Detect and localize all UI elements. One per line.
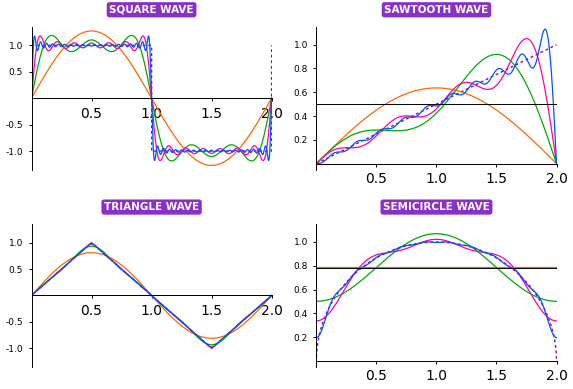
Text: x
L: x L — [0, 388, 1, 389]
Text: TRIANGLE WAVE: TRIANGLE WAVE — [104, 202, 199, 212]
Text: SAWTOOTH WAVE: SAWTOOTH WAVE — [384, 5, 489, 15]
Text: x
L: x L — [0, 388, 1, 389]
Text: SQUARE WAVE: SQUARE WAVE — [109, 5, 194, 15]
Text: x
L: x L — [0, 388, 1, 389]
Text: x
L: x L — [0, 388, 1, 389]
Text: SEMICIRCLE WAVE: SEMICIRCLE WAVE — [383, 202, 490, 212]
